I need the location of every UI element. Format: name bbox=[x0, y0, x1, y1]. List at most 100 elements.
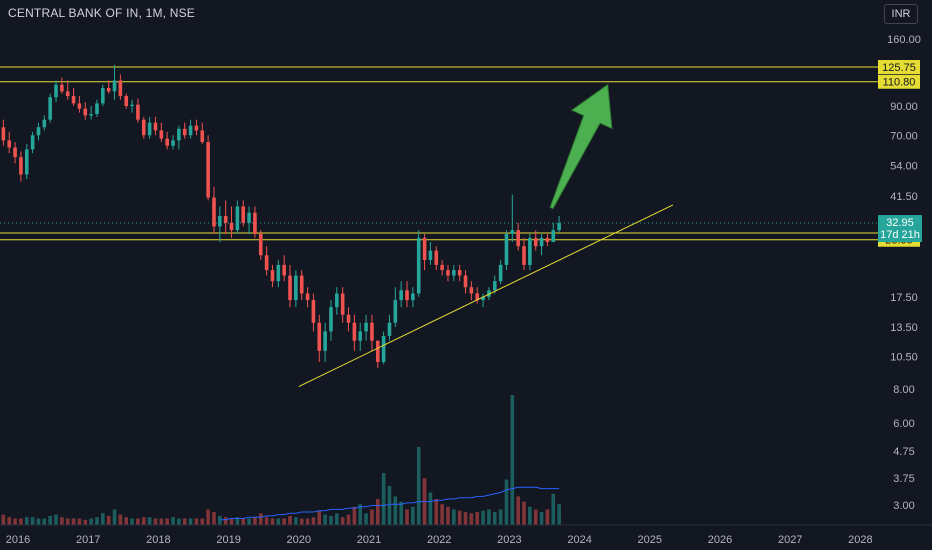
volume-bar bbox=[265, 517, 269, 525]
candle bbox=[364, 315, 368, 341]
level-tag-label: 125.75 bbox=[882, 62, 916, 74]
y-tick-label: 8.00 bbox=[893, 384, 914, 396]
y-tick-label: 90.00 bbox=[890, 101, 918, 113]
candle bbox=[206, 135, 210, 200]
candle-body bbox=[329, 307, 333, 331]
candle-body bbox=[434, 251, 438, 265]
volume-bar bbox=[271, 519, 275, 526]
candle bbox=[124, 94, 128, 109]
candle-body bbox=[72, 96, 76, 103]
candle bbox=[329, 300, 333, 341]
candle bbox=[89, 106, 93, 120]
volume-bar bbox=[452, 509, 456, 525]
candle-body bbox=[294, 276, 298, 301]
candle bbox=[189, 120, 193, 139]
volume-bar bbox=[195, 519, 199, 526]
x-tick-label: 2023 bbox=[497, 534, 521, 546]
candle bbox=[277, 260, 281, 287]
candle-body bbox=[546, 238, 550, 242]
volume-bar bbox=[43, 519, 47, 526]
candle-body bbox=[78, 103, 82, 108]
candle-body bbox=[388, 323, 392, 336]
volume-bar bbox=[470, 513, 474, 525]
candle-body bbox=[189, 126, 193, 136]
candle bbox=[95, 100, 99, 117]
level-tag-label: 110.80 bbox=[883, 77, 916, 89]
candle-body bbox=[212, 198, 216, 227]
volume-bar bbox=[241, 519, 245, 526]
volume-bar bbox=[101, 513, 105, 525]
candle-body bbox=[458, 270, 462, 275]
candle bbox=[475, 287, 479, 303]
candle bbox=[54, 80, 58, 102]
volume-bar bbox=[19, 519, 23, 526]
y-tick-label: 70.00 bbox=[890, 130, 918, 142]
candle bbox=[48, 94, 52, 123]
x-tick-label: 2026 bbox=[708, 534, 732, 546]
volume-bar bbox=[388, 486, 392, 525]
volume-bar bbox=[48, 516, 52, 525]
candle bbox=[347, 307, 351, 331]
volume-bar bbox=[306, 519, 310, 526]
candle-body bbox=[528, 238, 532, 265]
volume-bar bbox=[95, 517, 99, 525]
candle-body bbox=[66, 91, 70, 96]
candle bbox=[107, 80, 111, 93]
candle bbox=[148, 117, 152, 139]
volume-bar bbox=[212, 512, 216, 525]
candle-body bbox=[300, 276, 304, 294]
volume-bar bbox=[464, 512, 468, 525]
candle-body bbox=[522, 246, 526, 265]
candle bbox=[452, 265, 456, 281]
volume-bar bbox=[66, 519, 70, 526]
candle-body bbox=[335, 293, 339, 307]
volume-bar bbox=[399, 502, 403, 525]
candle bbox=[388, 315, 392, 341]
volume-bar bbox=[259, 513, 263, 525]
candle-body bbox=[511, 230, 515, 234]
volume-bar bbox=[160, 519, 164, 526]
candle bbox=[101, 85, 105, 106]
candle-body bbox=[312, 300, 316, 323]
volume-bar bbox=[505, 480, 509, 526]
candle bbox=[183, 123, 187, 139]
candle bbox=[154, 117, 158, 135]
y-tick-label: 6.00 bbox=[893, 418, 914, 430]
candle-body bbox=[48, 97, 52, 119]
candle bbox=[13, 142, 17, 163]
candle-body bbox=[142, 120, 146, 136]
candle bbox=[382, 331, 386, 364]
candle-body bbox=[154, 123, 158, 131]
volume-bar bbox=[516, 496, 520, 525]
drawings-layer bbox=[299, 85, 673, 387]
candle bbox=[247, 206, 251, 234]
volume-bar bbox=[54, 515, 58, 525]
candle-body bbox=[95, 103, 99, 114]
y-tick-label: 17.50 bbox=[890, 292, 918, 304]
volume-bar bbox=[107, 516, 111, 525]
candle-body bbox=[411, 293, 415, 300]
candles-layer bbox=[2, 65, 561, 368]
candle-body bbox=[399, 290, 403, 300]
volume-bar bbox=[382, 473, 386, 525]
candle bbox=[399, 281, 403, 307]
candle bbox=[271, 265, 275, 287]
candle bbox=[294, 270, 298, 307]
volume-bar bbox=[511, 395, 515, 525]
volume-bar bbox=[165, 519, 169, 526]
candle-body bbox=[317, 323, 321, 351]
volume-bar bbox=[224, 517, 228, 525]
volume-layer bbox=[2, 395, 561, 525]
volume-bar bbox=[124, 517, 128, 525]
volume-bar bbox=[341, 517, 345, 525]
candle bbox=[551, 223, 555, 242]
y-tick-label: 54.00 bbox=[890, 160, 918, 172]
candle-body bbox=[493, 281, 497, 290]
volume-bar bbox=[493, 512, 497, 525]
candle-body bbox=[277, 265, 281, 281]
candle-body bbox=[177, 129, 181, 141]
volume-bar bbox=[154, 519, 158, 526]
candle bbox=[499, 260, 503, 284]
volume-bar bbox=[31, 517, 35, 525]
